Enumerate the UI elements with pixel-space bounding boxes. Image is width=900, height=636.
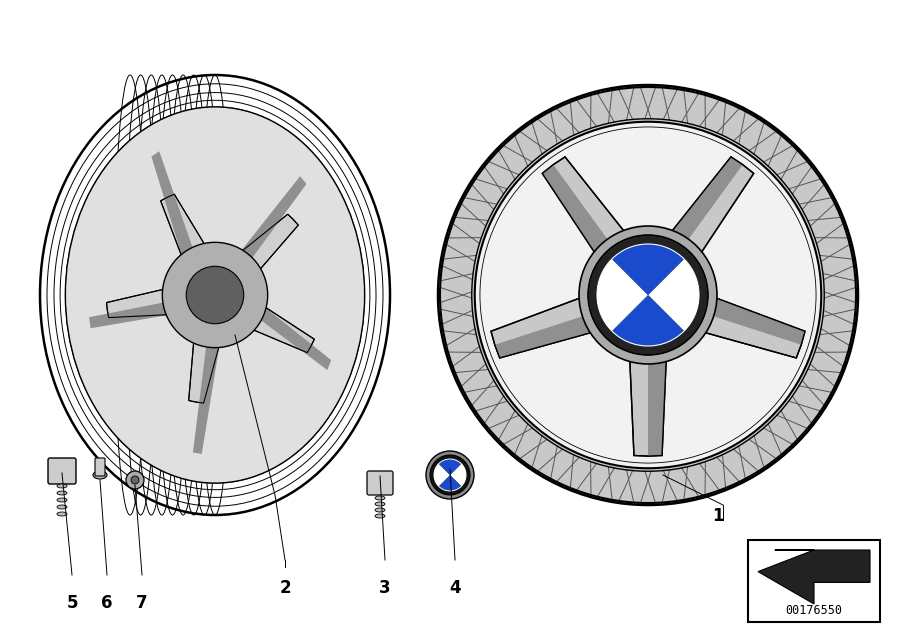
Polygon shape [249, 305, 314, 352]
Wedge shape [612, 295, 684, 346]
Polygon shape [543, 165, 613, 259]
Polygon shape [705, 295, 805, 345]
Polygon shape [160, 194, 207, 259]
Circle shape [430, 455, 470, 495]
Polygon shape [257, 305, 331, 370]
Ellipse shape [93, 471, 107, 479]
Text: 6: 6 [101, 594, 112, 612]
Ellipse shape [57, 491, 67, 495]
Text: 7: 7 [136, 594, 148, 612]
FancyBboxPatch shape [367, 471, 393, 495]
Polygon shape [106, 288, 171, 317]
Circle shape [588, 235, 708, 355]
Circle shape [475, 121, 821, 468]
Polygon shape [667, 157, 742, 247]
Wedge shape [438, 459, 462, 475]
Polygon shape [758, 550, 870, 604]
Text: 5: 5 [67, 594, 77, 612]
Text: 00176550: 00176550 [786, 604, 842, 617]
Wedge shape [450, 464, 466, 487]
Ellipse shape [375, 508, 385, 512]
Text: 1: 1 [712, 507, 724, 525]
Polygon shape [491, 295, 599, 358]
Polygon shape [89, 301, 171, 328]
Circle shape [438, 85, 858, 505]
Polygon shape [238, 214, 298, 272]
Polygon shape [495, 314, 599, 358]
Circle shape [126, 471, 144, 489]
Ellipse shape [375, 514, 385, 518]
Circle shape [579, 226, 717, 364]
Ellipse shape [186, 266, 244, 324]
Circle shape [426, 451, 474, 499]
Wedge shape [434, 464, 450, 487]
Ellipse shape [57, 505, 67, 509]
Ellipse shape [375, 496, 385, 500]
Polygon shape [697, 295, 805, 358]
Ellipse shape [57, 498, 67, 502]
Polygon shape [648, 352, 667, 456]
Polygon shape [629, 352, 667, 456]
Wedge shape [438, 475, 462, 491]
FancyBboxPatch shape [48, 458, 76, 484]
Circle shape [131, 476, 139, 484]
Wedge shape [612, 244, 684, 295]
Polygon shape [667, 157, 753, 259]
Ellipse shape [66, 107, 364, 483]
Polygon shape [238, 176, 307, 262]
Text: 4: 4 [449, 579, 461, 597]
Polygon shape [189, 338, 220, 403]
Ellipse shape [57, 484, 67, 488]
Polygon shape [151, 151, 194, 259]
Wedge shape [648, 259, 699, 331]
FancyBboxPatch shape [95, 458, 105, 476]
Text: 2: 2 [279, 579, 291, 597]
Ellipse shape [375, 502, 385, 506]
Text: 3: 3 [379, 579, 391, 597]
Wedge shape [597, 259, 648, 331]
FancyBboxPatch shape [748, 540, 880, 622]
Polygon shape [193, 342, 220, 454]
Ellipse shape [162, 242, 267, 348]
Polygon shape [543, 157, 629, 259]
Ellipse shape [57, 512, 67, 516]
